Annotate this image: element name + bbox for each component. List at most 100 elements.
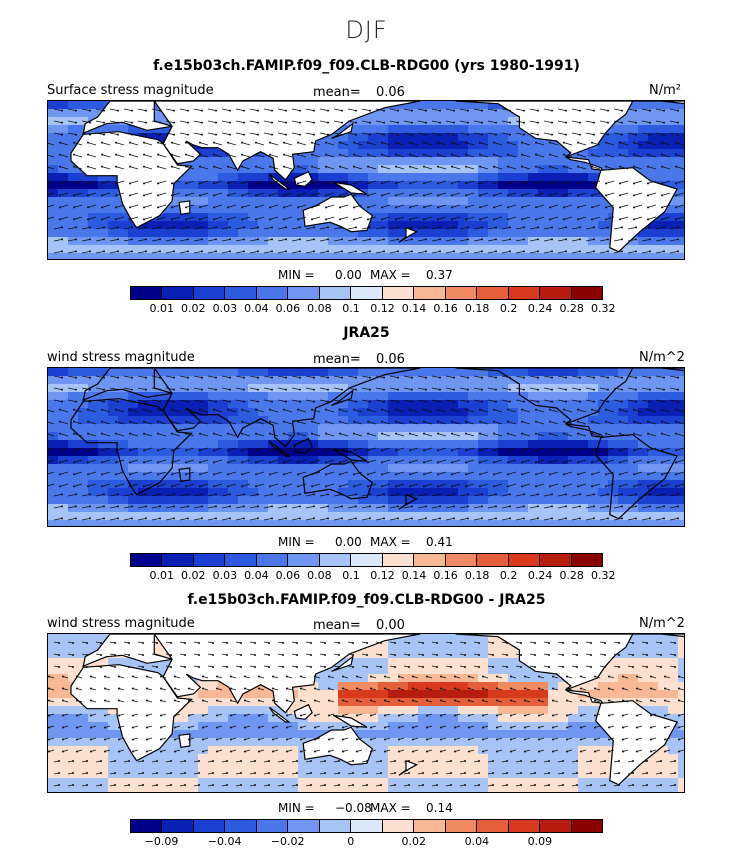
field-cell xyxy=(468,229,479,238)
field-cell xyxy=(548,480,559,489)
field-cell xyxy=(78,237,89,246)
field-cell xyxy=(198,253,209,259)
field-cell xyxy=(118,368,129,377)
field-cell xyxy=(448,205,459,214)
wind-arrow-head xyxy=(549,165,551,168)
field-cell xyxy=(168,472,179,481)
wind-arrow xyxy=(227,204,237,208)
wind-arrow xyxy=(81,227,91,230)
wind-arrow-head xyxy=(381,194,383,197)
field-cell xyxy=(428,125,439,134)
wind-arrow-head xyxy=(579,133,581,136)
field-cell xyxy=(108,173,119,182)
field-cell xyxy=(298,504,309,513)
wind-arrow xyxy=(451,459,461,463)
field-cell xyxy=(488,464,499,473)
wind-arrow xyxy=(297,409,307,413)
wind-arrow-head xyxy=(423,141,425,144)
wind-arrow xyxy=(325,421,335,425)
wind-arrow xyxy=(683,376,684,377)
wind-arrow xyxy=(361,494,371,497)
field-cell xyxy=(248,237,259,246)
colorbar-tick-label: 0.18 xyxy=(464,302,490,315)
wind-arrow xyxy=(633,447,643,451)
field-cell xyxy=(248,520,259,526)
wind-arrow xyxy=(221,120,231,123)
wind-arrow-head xyxy=(299,226,301,229)
field-cell xyxy=(518,512,529,521)
field-cell xyxy=(98,464,109,473)
field-cell xyxy=(278,488,289,497)
wind-arrow-head xyxy=(227,473,229,476)
field-cell xyxy=(308,424,319,433)
field-cell xyxy=(368,400,379,409)
wind-arrow-head xyxy=(523,121,525,124)
field-cell xyxy=(438,181,449,190)
field-cell xyxy=(158,520,169,526)
wind-arrow-head xyxy=(299,238,301,241)
wind-arrow xyxy=(269,409,279,413)
field-cell xyxy=(458,237,469,246)
wind-arrow xyxy=(585,506,595,509)
wind-arrow-head xyxy=(381,408,383,411)
wind-arrow xyxy=(311,192,321,196)
field-cell xyxy=(488,400,499,409)
field-cell xyxy=(88,253,99,259)
wind-arrow-head xyxy=(367,218,369,221)
wind-arrow-head xyxy=(89,109,91,112)
wind-arrow-head xyxy=(117,388,119,391)
field-cell xyxy=(418,424,429,433)
wind-arrow-head xyxy=(409,432,411,435)
field-cell xyxy=(118,512,129,521)
field-cell xyxy=(368,440,379,449)
field-cell xyxy=(518,245,529,254)
wind-arrow-head xyxy=(437,141,439,144)
field-cell xyxy=(528,197,539,206)
wind-arrow xyxy=(507,154,517,158)
field-cell xyxy=(158,368,169,377)
field-cell xyxy=(508,245,519,254)
wind-arrow-head xyxy=(61,226,63,229)
wind-arrow-head xyxy=(297,153,299,156)
wind-arrow-head xyxy=(591,182,593,185)
field-cell xyxy=(138,384,149,393)
wind-arrow xyxy=(157,154,167,158)
field-cell xyxy=(348,237,359,246)
wind-arrow xyxy=(389,239,399,242)
wind-arrow-head xyxy=(605,461,607,464)
field-cell xyxy=(258,408,269,417)
field-cell xyxy=(368,189,379,198)
field-cell xyxy=(518,181,529,190)
wind-arrow-head xyxy=(395,449,397,452)
field-cell xyxy=(658,245,669,254)
field-cell xyxy=(348,384,359,393)
wind-arrow-head xyxy=(397,493,399,496)
wind-arrow-head xyxy=(409,461,411,464)
field-cell xyxy=(408,392,419,401)
wind-arrow-head xyxy=(255,194,257,197)
wind-arrow-head xyxy=(59,141,61,144)
field-cell xyxy=(168,432,179,441)
field-cell xyxy=(638,109,649,118)
field-cell xyxy=(678,448,684,457)
wind-arrow-head xyxy=(523,109,525,112)
wind-arrow xyxy=(571,387,581,390)
wind-arrow xyxy=(255,154,265,158)
field-cell xyxy=(48,237,59,246)
field-cell xyxy=(368,456,379,465)
wind-arrow-head xyxy=(451,153,453,156)
wind-arrow-head xyxy=(369,517,371,520)
field-cell xyxy=(298,245,309,254)
wind-arrow xyxy=(193,399,203,402)
wind-arrow-head xyxy=(61,250,63,253)
wind-arrow-head xyxy=(117,376,119,379)
wind-arrow-head xyxy=(213,432,215,435)
wind-arrow-head xyxy=(565,238,567,241)
field-cell xyxy=(428,496,439,505)
field-cell xyxy=(198,496,209,505)
field-cell xyxy=(448,189,459,198)
wind-arrow xyxy=(445,120,455,123)
wind-arrow-head xyxy=(327,250,329,253)
field-cell xyxy=(218,416,229,425)
field-cell xyxy=(418,480,429,489)
